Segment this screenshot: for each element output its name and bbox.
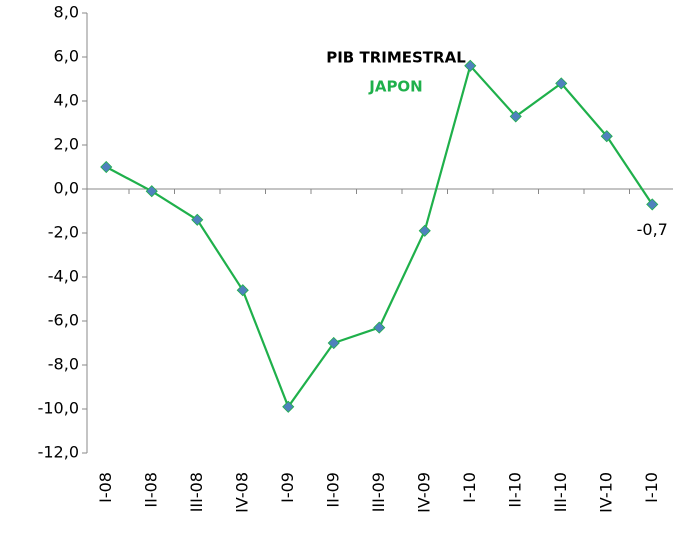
marker	[418, 224, 431, 237]
marker	[373, 321, 386, 334]
marker	[600, 130, 613, 143]
data-label: -0,7	[637, 220, 668, 239]
line	[105, 63, 654, 410]
y-tick-label: 6,0	[54, 47, 79, 66]
marker	[236, 284, 249, 297]
x-tick-label: II-09	[323, 472, 342, 508]
marker	[464, 59, 477, 72]
y-tick-label: -10,0	[38, 399, 79, 418]
x-tick-label: III-10	[551, 472, 570, 512]
y-tick-label: 8,0	[54, 3, 79, 22]
marker	[191, 213, 204, 226]
x-tick-label: IV-09	[414, 472, 433, 513]
x-tick-label: I-10	[642, 472, 661, 503]
x-tick-label: IV-10	[596, 472, 615, 513]
x-tick-label: IV-08	[232, 472, 251, 513]
x-tick-label: III-08	[187, 472, 206, 512]
y-tick-label: -2,0	[48, 223, 79, 242]
y-tick-label: 4,0	[54, 91, 79, 110]
marker	[555, 77, 568, 90]
marker	[282, 400, 295, 413]
y-tick-label: 2,0	[54, 135, 79, 154]
x-tick-label: I-10	[460, 472, 479, 503]
x-tick-label: III-09	[369, 472, 388, 512]
chart-title: PIB TRIMESTRAL	[326, 49, 466, 67]
y-tick-label: -4,0	[48, 267, 79, 286]
chart-subtitle: JAPON	[368, 78, 423, 96]
marker	[100, 160, 113, 174]
marker	[327, 336, 340, 350]
x-tick-label: II-08	[141, 472, 160, 508]
x-tick-label: I-08	[96, 472, 115, 503]
x-tick-label: II-10	[505, 472, 524, 508]
y-tick-label: 0,0	[54, 179, 79, 198]
y-tick-label: -6,0	[48, 311, 79, 330]
x-tick-label: I-09	[278, 472, 297, 503]
y-tick-label: -8,0	[48, 355, 79, 374]
y-tick-label: -12,0	[38, 443, 79, 462]
marker	[145, 185, 158, 198]
marker	[509, 110, 522, 123]
marker	[646, 198, 659, 211]
